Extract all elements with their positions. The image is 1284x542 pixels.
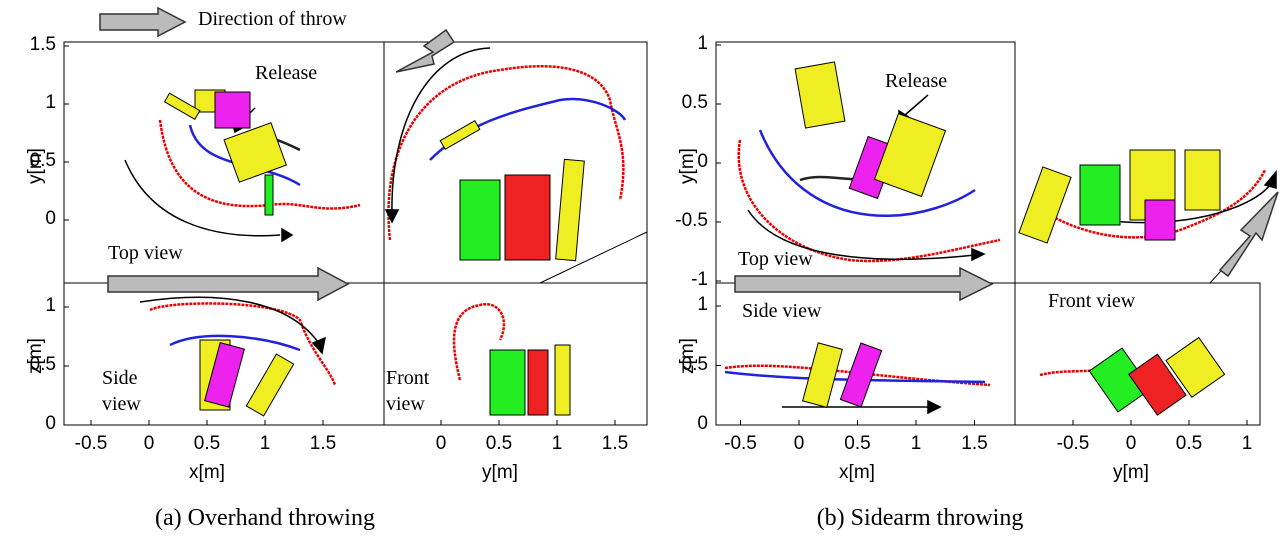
- y-tick-label: -0.5: [675, 210, 708, 232]
- x-axis-label: y[m]: [482, 462, 518, 484]
- y-tick-label: -1: [691, 269, 708, 291]
- x-tick-label: 1: [260, 433, 271, 455]
- z-tick-label: 1: [697, 294, 708, 316]
- caption: (b) Sidearm throwing: [817, 505, 1024, 532]
- header-arrow-label: Direction of throw: [198, 8, 347, 31]
- y-tick-label: 1: [45, 92, 56, 114]
- x-tick-label: 0: [1126, 433, 1137, 455]
- annotation: Side view: [102, 365, 162, 417]
- annotation: Release: [255, 62, 317, 85]
- z-axis-label: z[m]: [677, 338, 699, 374]
- x-tick-label: 0.5: [486, 433, 512, 455]
- y-tick-label: 0: [697, 151, 708, 173]
- y-tick-label: 1.5: [30, 34, 56, 56]
- z-tick-label: 0: [45, 413, 56, 435]
- x-tick-label: 1.5: [602, 433, 628, 455]
- x-tick-label: 0.5: [844, 433, 870, 455]
- x-tick-label: 0: [794, 433, 805, 455]
- z-tick-label: 0: [697, 413, 708, 435]
- annotation: Side view: [742, 300, 821, 323]
- x-tick-label: -0.5: [75, 433, 108, 455]
- x-tick-label: 1: [1242, 433, 1253, 455]
- y-tick-label: 0.5: [682, 92, 708, 114]
- x-tick-label: 0: [436, 433, 447, 455]
- annotation: Front view: [386, 365, 446, 417]
- annotation: Release: [885, 70, 947, 93]
- x-tick-label: 1: [911, 433, 922, 455]
- x-axis-label: x[m]: [839, 462, 875, 484]
- caption: (a) Overhand throwing: [155, 505, 375, 532]
- x-tick-label: 1.5: [961, 433, 987, 455]
- y-axis-label: y[m]: [25, 148, 47, 184]
- x-tick-label: 0.5: [1176, 433, 1202, 455]
- x-tick-label: 1: [552, 433, 563, 455]
- x-tick-label: -0.5: [724, 433, 757, 455]
- z-tick-label: 1: [45, 295, 56, 317]
- z-axis-label: z[m]: [25, 338, 47, 374]
- x-tick-label: 1.5: [310, 433, 336, 455]
- x-tick-label: -0.5: [1057, 433, 1090, 455]
- page: Direction of throw (() => { const data =…: [0, 0, 1284, 542]
- y-axis-label: y[m]: [677, 148, 699, 184]
- x-axis-label: y[m]: [1113, 462, 1149, 484]
- y-tick-label: 1: [697, 33, 708, 55]
- annotation: Front view: [1048, 290, 1135, 313]
- annotation: Top view: [108, 242, 183, 265]
- x-tick-label: 0: [144, 433, 155, 455]
- x-tick-label: 0.5: [194, 433, 220, 455]
- x-axis-label: x[m]: [189, 462, 225, 484]
- y-tick-label: 0: [45, 208, 56, 230]
- figure: [0, 0, 1284, 542]
- annotation: Top view: [738, 248, 813, 271]
